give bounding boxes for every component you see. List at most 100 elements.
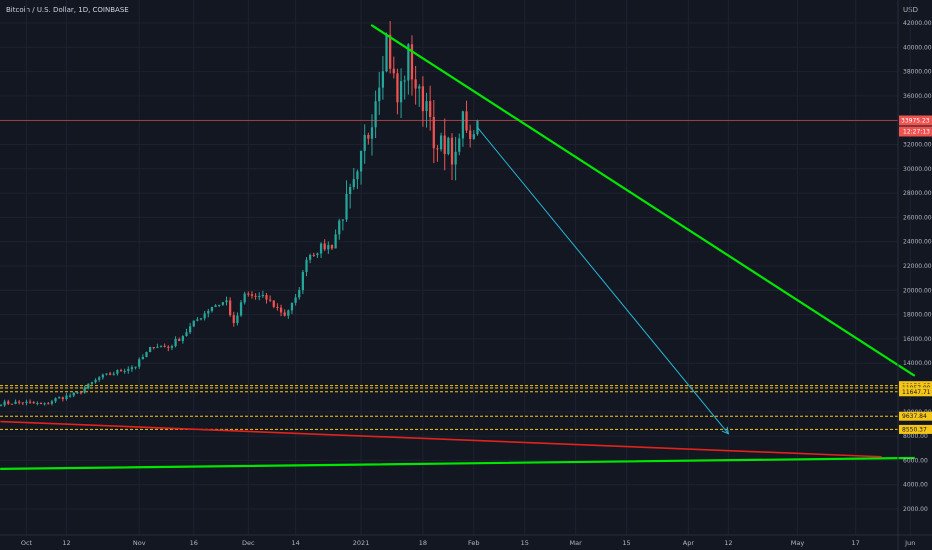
candle: [414, 79, 417, 89]
candle: [43, 403, 46, 405]
candle: [101, 374, 104, 378]
candle: [145, 351, 148, 358]
candle: [381, 71, 385, 88]
candle: [374, 101, 377, 128]
candle: [210, 307, 214, 311]
candle: [207, 310, 210, 314]
candle: [258, 296, 261, 298]
candle: [458, 138, 461, 152]
candle: [327, 245, 330, 250]
candle: [472, 134, 475, 139]
candle: [21, 402, 24, 404]
support-level-label: 9637.84: [902, 413, 927, 420]
time-tick: 15: [521, 539, 529, 547]
candle: [203, 313, 206, 319]
candle: [290, 302, 294, 311]
candle: [178, 338, 181, 341]
candle: [465, 111, 468, 131]
candle: [341, 219, 345, 221]
support-level-tag: [899, 387, 932, 397]
candle: [170, 346, 174, 348]
candle: [18, 401, 21, 403]
time-tick: 18: [419, 539, 427, 547]
candle: [188, 326, 192, 333]
candle: [319, 243, 323, 254]
candle: [349, 187, 352, 194]
candle: [39, 403, 43, 405]
candle: [83, 388, 86, 393]
candle: [447, 137, 450, 155]
candle: [250, 294, 254, 296]
candle: [14, 401, 17, 404]
red-trendline: [0, 420, 882, 458]
candle: [352, 179, 355, 188]
candle: [225, 300, 228, 303]
countdown-tag: [899, 126, 932, 137]
green-support-trendline: [0, 456, 915, 471]
support-level-label: 11647.71: [902, 389, 931, 396]
price-tick: 22000.00: [903, 263, 932, 270]
time-tick: 17: [852, 539, 860, 547]
candle: [152, 347, 155, 349]
candle: [421, 86, 425, 112]
candle: [363, 134, 366, 151]
candle: [469, 130, 472, 139]
candle: [108, 373, 112, 375]
candle: [410, 44, 414, 80]
candle: [461, 111, 465, 139]
candle: [254, 295, 257, 297]
candle: [47, 403, 50, 405]
candle: [32, 402, 35, 404]
price-tick: 24000.00: [903, 239, 932, 246]
time-tick: Mar: [570, 539, 583, 547]
time-tick: 2021: [353, 539, 370, 547]
candle: [436, 148, 439, 150]
support-level-tag: [899, 411, 932, 421]
candle: [345, 193, 348, 220]
candle: [68, 395, 72, 397]
time-tick: 14: [291, 539, 299, 547]
candle: [439, 135, 443, 150]
time-tick: Oct: [21, 539, 33, 547]
candle: [181, 336, 184, 341]
support-levels: [0, 385, 898, 430]
candle: [236, 315, 239, 324]
time-tick: 12: [62, 539, 70, 547]
candle: [58, 397, 61, 399]
price-tick: 18000.00: [903, 312, 932, 319]
time-tick: 15: [622, 539, 630, 547]
candle: [316, 253, 319, 255]
price-tick: 26000.00: [903, 214, 932, 221]
time-tick: Nov: [133, 539, 146, 547]
candle: [378, 87, 381, 102]
time-axis: Oct 12 Nov 16 Dec 14 2021 18 Feb 15 Mar 15 Apr 12 May 1…: [21, 539, 915, 547]
candle: [407, 44, 410, 81]
candle: [418, 86, 421, 89]
candle: [399, 81, 403, 103]
candle: [272, 300, 275, 307]
price-tick: 8000.00: [903, 433, 928, 440]
candle: [287, 310, 290, 316]
candle: [370, 127, 374, 139]
candle: [356, 171, 359, 180]
candle: [123, 370, 126, 372]
support-level-tag: [899, 424, 932, 434]
price-tick: 20000.00: [903, 287, 932, 294]
candle: [283, 312, 286, 316]
support-level-label: 8550.37: [902, 426, 927, 433]
price-tick: 6000.00: [903, 457, 928, 464]
price-tick: 4000.00: [903, 482, 928, 489]
candle: [159, 345, 163, 347]
price-tick: 32000.00: [903, 142, 932, 149]
candle: [54, 398, 57, 402]
candle: [239, 302, 243, 316]
candle: [105, 373, 108, 375]
candle: [276, 306, 279, 308]
candle: [141, 357, 144, 360]
candle: [90, 382, 94, 384]
candle: [134, 366, 137, 368]
candle: [232, 315, 235, 324]
candle: [0, 405, 3, 407]
candle: [50, 401, 54, 404]
